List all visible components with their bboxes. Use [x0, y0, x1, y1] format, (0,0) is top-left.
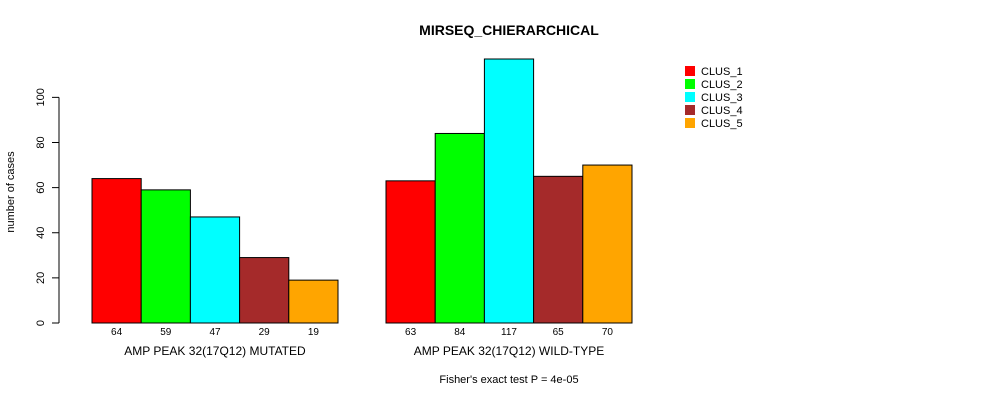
bar-clus4-group1	[239, 257, 290, 324]
legend-swatch-clus4	[685, 105, 695, 115]
y-tick-label-20: 20	[35, 272, 47, 284]
bar-clus1-group1	[91, 178, 142, 324]
y-tick-label-40: 40	[35, 227, 47, 239]
legend-label-clus2: CLUS_2	[701, 79, 743, 91]
y-axis: 0 20 40 60 80 100	[35, 88, 60, 326]
fisher-test-footnote: Fisher's exact test P = 4e-05	[439, 374, 578, 386]
group-label-2: AMP PEAK 32(17Q12) WILD-TYPE	[414, 344, 605, 358]
bar-label-clus4-group2: 65	[553, 327, 565, 338]
legend-label-clus5: CLUS_5	[701, 118, 743, 130]
legend-swatch-clus2	[685, 79, 695, 89]
bar-clus5-group2	[582, 164, 633, 324]
group-label-1: AMP PEAK 32(17Q12) MUTATED	[124, 344, 306, 358]
bar-label-clus2-group1: 59	[160, 327, 172, 338]
group-labels: AMP PEAK 32(17Q12) MUTATED AMP PEAK 32(17…	[124, 344, 604, 358]
bar-label-clus1-group1: 64	[111, 327, 123, 338]
bar-clus1-group2	[385, 180, 436, 324]
bar-clus4-group2	[533, 175, 584, 324]
bar-label-clus5-group2: 70	[602, 327, 614, 338]
legend-label-clus1: CLUS_1	[701, 66, 743, 78]
bar-clus2-group2	[434, 132, 485, 324]
bar-label-clus3-group1: 47	[209, 327, 221, 338]
bar-clus3-group2	[483, 58, 535, 324]
y-axis-label: number of cases	[5, 151, 17, 233]
bar-clus2-group1	[140, 189, 191, 324]
bar-label-clus1-group2: 63	[405, 327, 417, 338]
bar-value-labels: 64 59 47 29 19 63 84 117 65 70	[111, 327, 613, 338]
legend-swatch-clus3	[685, 92, 695, 102]
bar-label-clus5-group1: 19	[308, 327, 320, 338]
legend-swatch-clus5	[685, 118, 695, 128]
bar-label-clus2-group2: 84	[454, 327, 466, 338]
y-tick-label-60: 60	[35, 181, 47, 193]
y-tick-label-0: 0	[35, 320, 47, 326]
bar-clus3-group1	[189, 216, 241, 324]
y-tick-label-80: 80	[35, 136, 47, 148]
bar-label-clus4-group1: 29	[259, 327, 271, 338]
legend-swatch-clus1	[685, 66, 695, 76]
legend-label-clus3: CLUS_3	[701, 92, 743, 104]
chart-title: MIRSEQ_CHIERARCHICAL	[419, 22, 599, 38]
y-tick-label-100: 100	[35, 88, 47, 106]
bar-label-clus3-group2: 117	[501, 327, 517, 338]
legend-label-clus4: CLUS_4	[701, 105, 743, 117]
bar-clus5-group1	[288, 279, 339, 324]
bars	[91, 58, 633, 324]
